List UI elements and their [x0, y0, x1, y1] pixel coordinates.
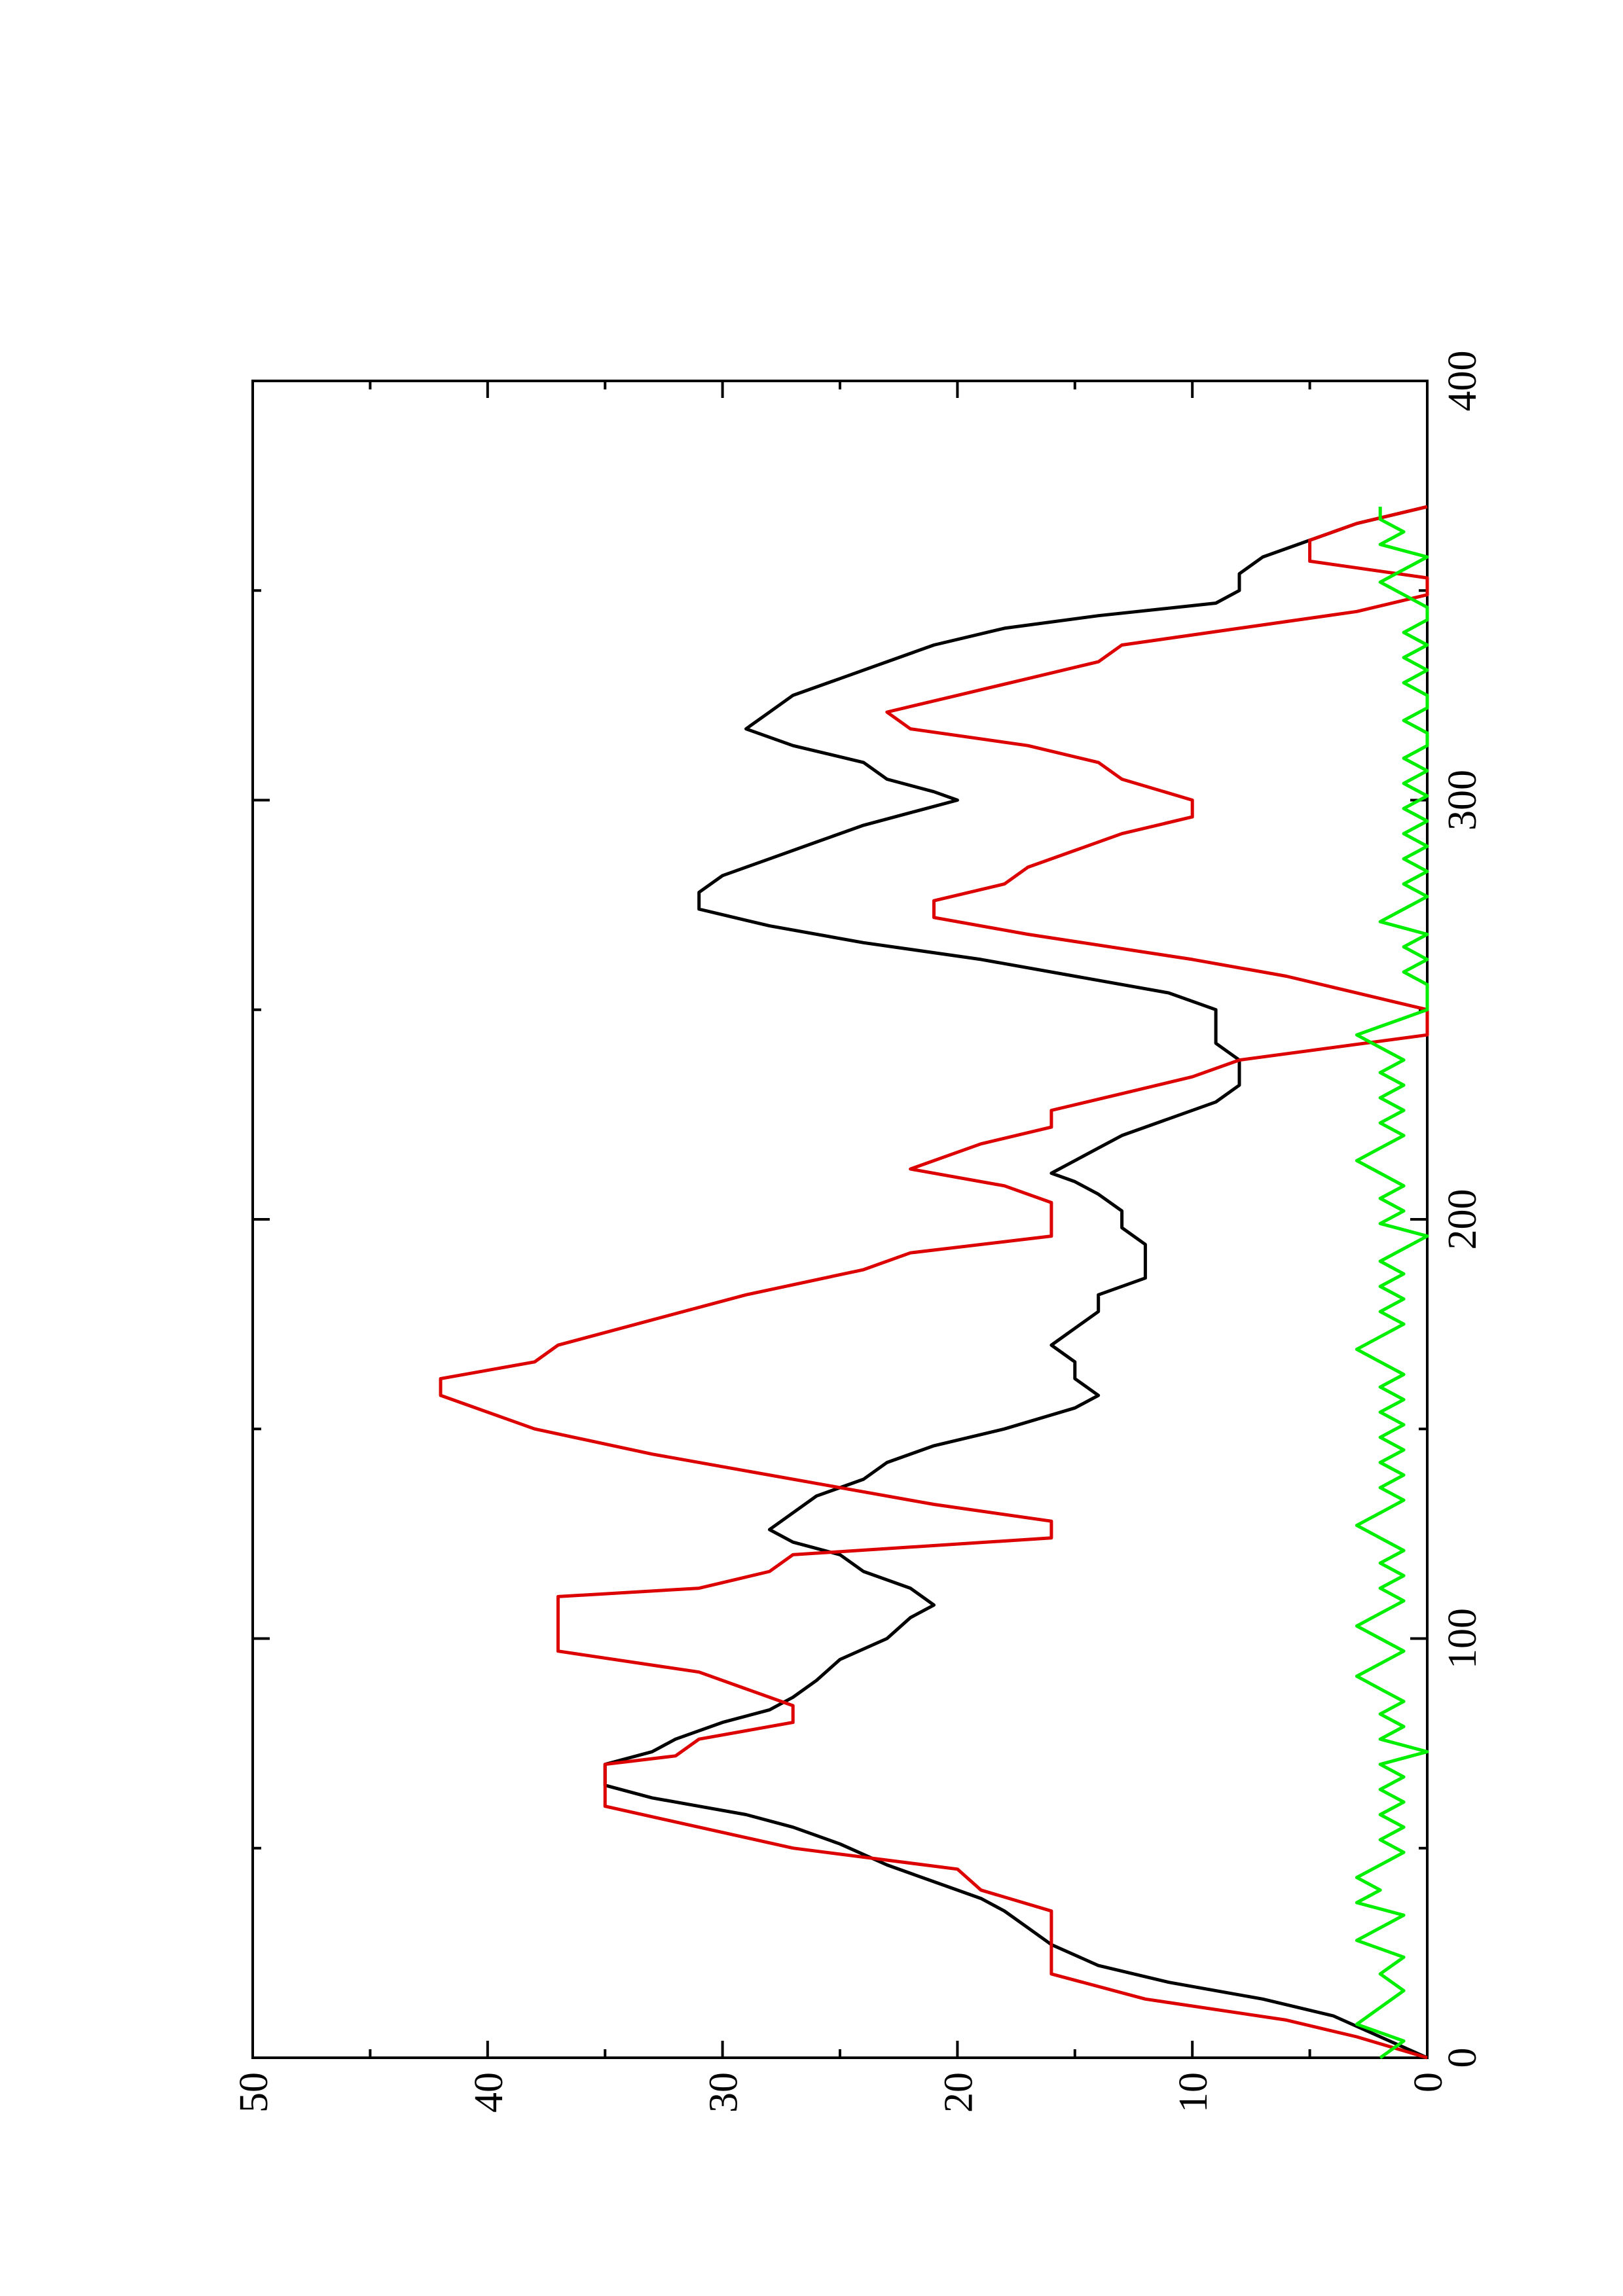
y-tick-label: 20: [936, 2072, 981, 2113]
plot-frame: [253, 381, 1427, 2058]
x-tick-label: 100: [1440, 1608, 1485, 1669]
x-tick-label: 0: [1440, 2048, 1485, 2068]
series-group: [441, 507, 1427, 2058]
axis-ticks: [253, 381, 1427, 2058]
series-line-2: [441, 507, 1427, 2058]
y-tick-label: 50: [232, 2072, 276, 2113]
series-line-1: [605, 507, 1427, 2058]
x-tick-label: 300: [1440, 770, 1485, 831]
y-tick-label: 30: [702, 2072, 746, 2113]
series-line-3: [1357, 507, 1427, 2058]
rotated-plot-group: 0 100 200 300 400 0 10 20 30 40 50: [232, 351, 1485, 2113]
x-tick-label: 200: [1440, 1189, 1485, 1250]
x-tick-label: 400: [1440, 351, 1485, 412]
y-tick-label: 40: [467, 2072, 511, 2113]
tick-labels: 0 100 200 300 400 0 10 20 30 40 50: [232, 351, 1485, 2113]
y-tick-label: 0: [1406, 2072, 1451, 2092]
y-tick-label: 10: [1171, 2072, 1216, 2113]
